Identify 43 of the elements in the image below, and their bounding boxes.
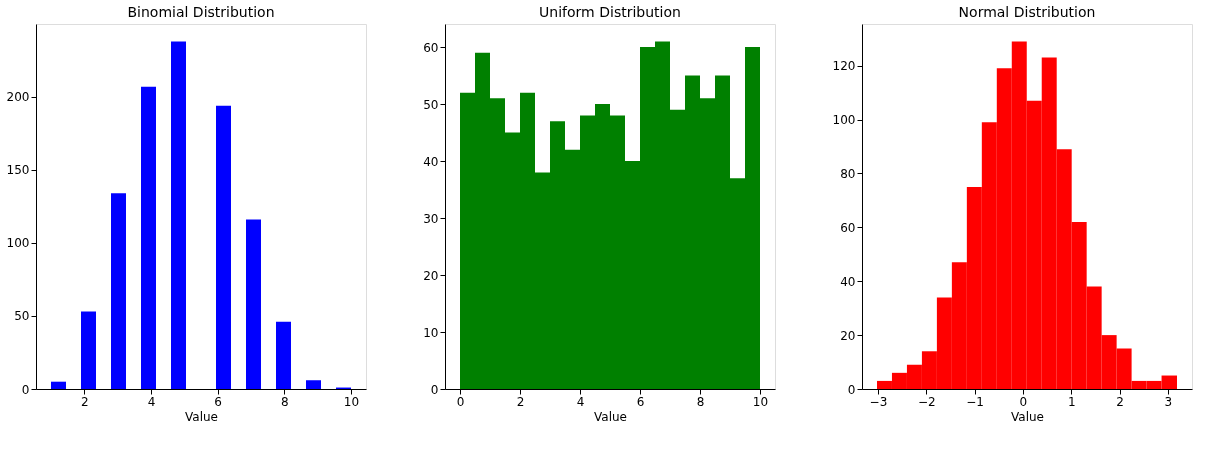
x-tick-label: 6	[214, 394, 222, 409]
x-tick-label: −1	[966, 394, 984, 409]
x-tick-label: 10	[752, 394, 769, 409]
x-tick-label: 4	[576, 394, 585, 409]
y-tick-label: 20	[423, 268, 439, 283]
y-tick-label: 0	[21, 382, 30, 397]
x-tick-label: 2	[81, 394, 89, 409]
y-tick-label: 40	[840, 274, 856, 289]
x-tick-label: 1	[1067, 394, 1076, 409]
y-tick-label: 80	[840, 166, 856, 181]
x-tick-label: 0	[456, 394, 465, 409]
y-tick-label: 60	[423, 40, 439, 55]
y-tick-label: 0	[430, 382, 439, 397]
y-tick-label: 0	[847, 382, 856, 397]
x-tick-label: 10	[343, 394, 360, 409]
x-tick-label: 4	[147, 394, 156, 409]
x-axis-title: Value	[185, 409, 218, 424]
x-tick-label: −2	[917, 394, 936, 409]
y-tick-label: 100	[6, 236, 30, 251]
y-tick-label: 150	[6, 163, 30, 178]
x-tick-label: 6	[636, 394, 645, 409]
y-tick-label: 40	[423, 154, 439, 169]
x-tick-label: 3	[1164, 394, 1173, 409]
chart-title: Uniform Distribution	[539, 4, 681, 20]
y-tick-label: 10	[423, 325, 439, 340]
y-tick-label: 30	[423, 211, 439, 226]
y-tick-label: 120	[832, 59, 856, 74]
x-tick-label: 8	[281, 394, 289, 409]
x-tick-label: −3	[869, 394, 888, 409]
y-tick-label: 100	[832, 113, 856, 128]
y-tick-label: 20	[840, 328, 856, 343]
x-tick-label: 0	[1019, 394, 1028, 409]
x-axis-title: Value	[594, 409, 627, 424]
chart-title: Binomial Distribution	[127, 4, 275, 20]
x-axis-title: Value	[1011, 409, 1044, 424]
y-tick-label: 50	[14, 309, 30, 324]
x-tick-label: 2	[516, 394, 525, 409]
chart-title: Normal Distribution	[958, 4, 1096, 20]
y-tick-label: 50	[423, 97, 439, 112]
y-tick-label: 60	[840, 220, 856, 235]
y-tick-label: 200	[6, 90, 30, 105]
x-tick-label: 8	[696, 394, 705, 409]
x-tick-label: 2	[1116, 394, 1124, 409]
